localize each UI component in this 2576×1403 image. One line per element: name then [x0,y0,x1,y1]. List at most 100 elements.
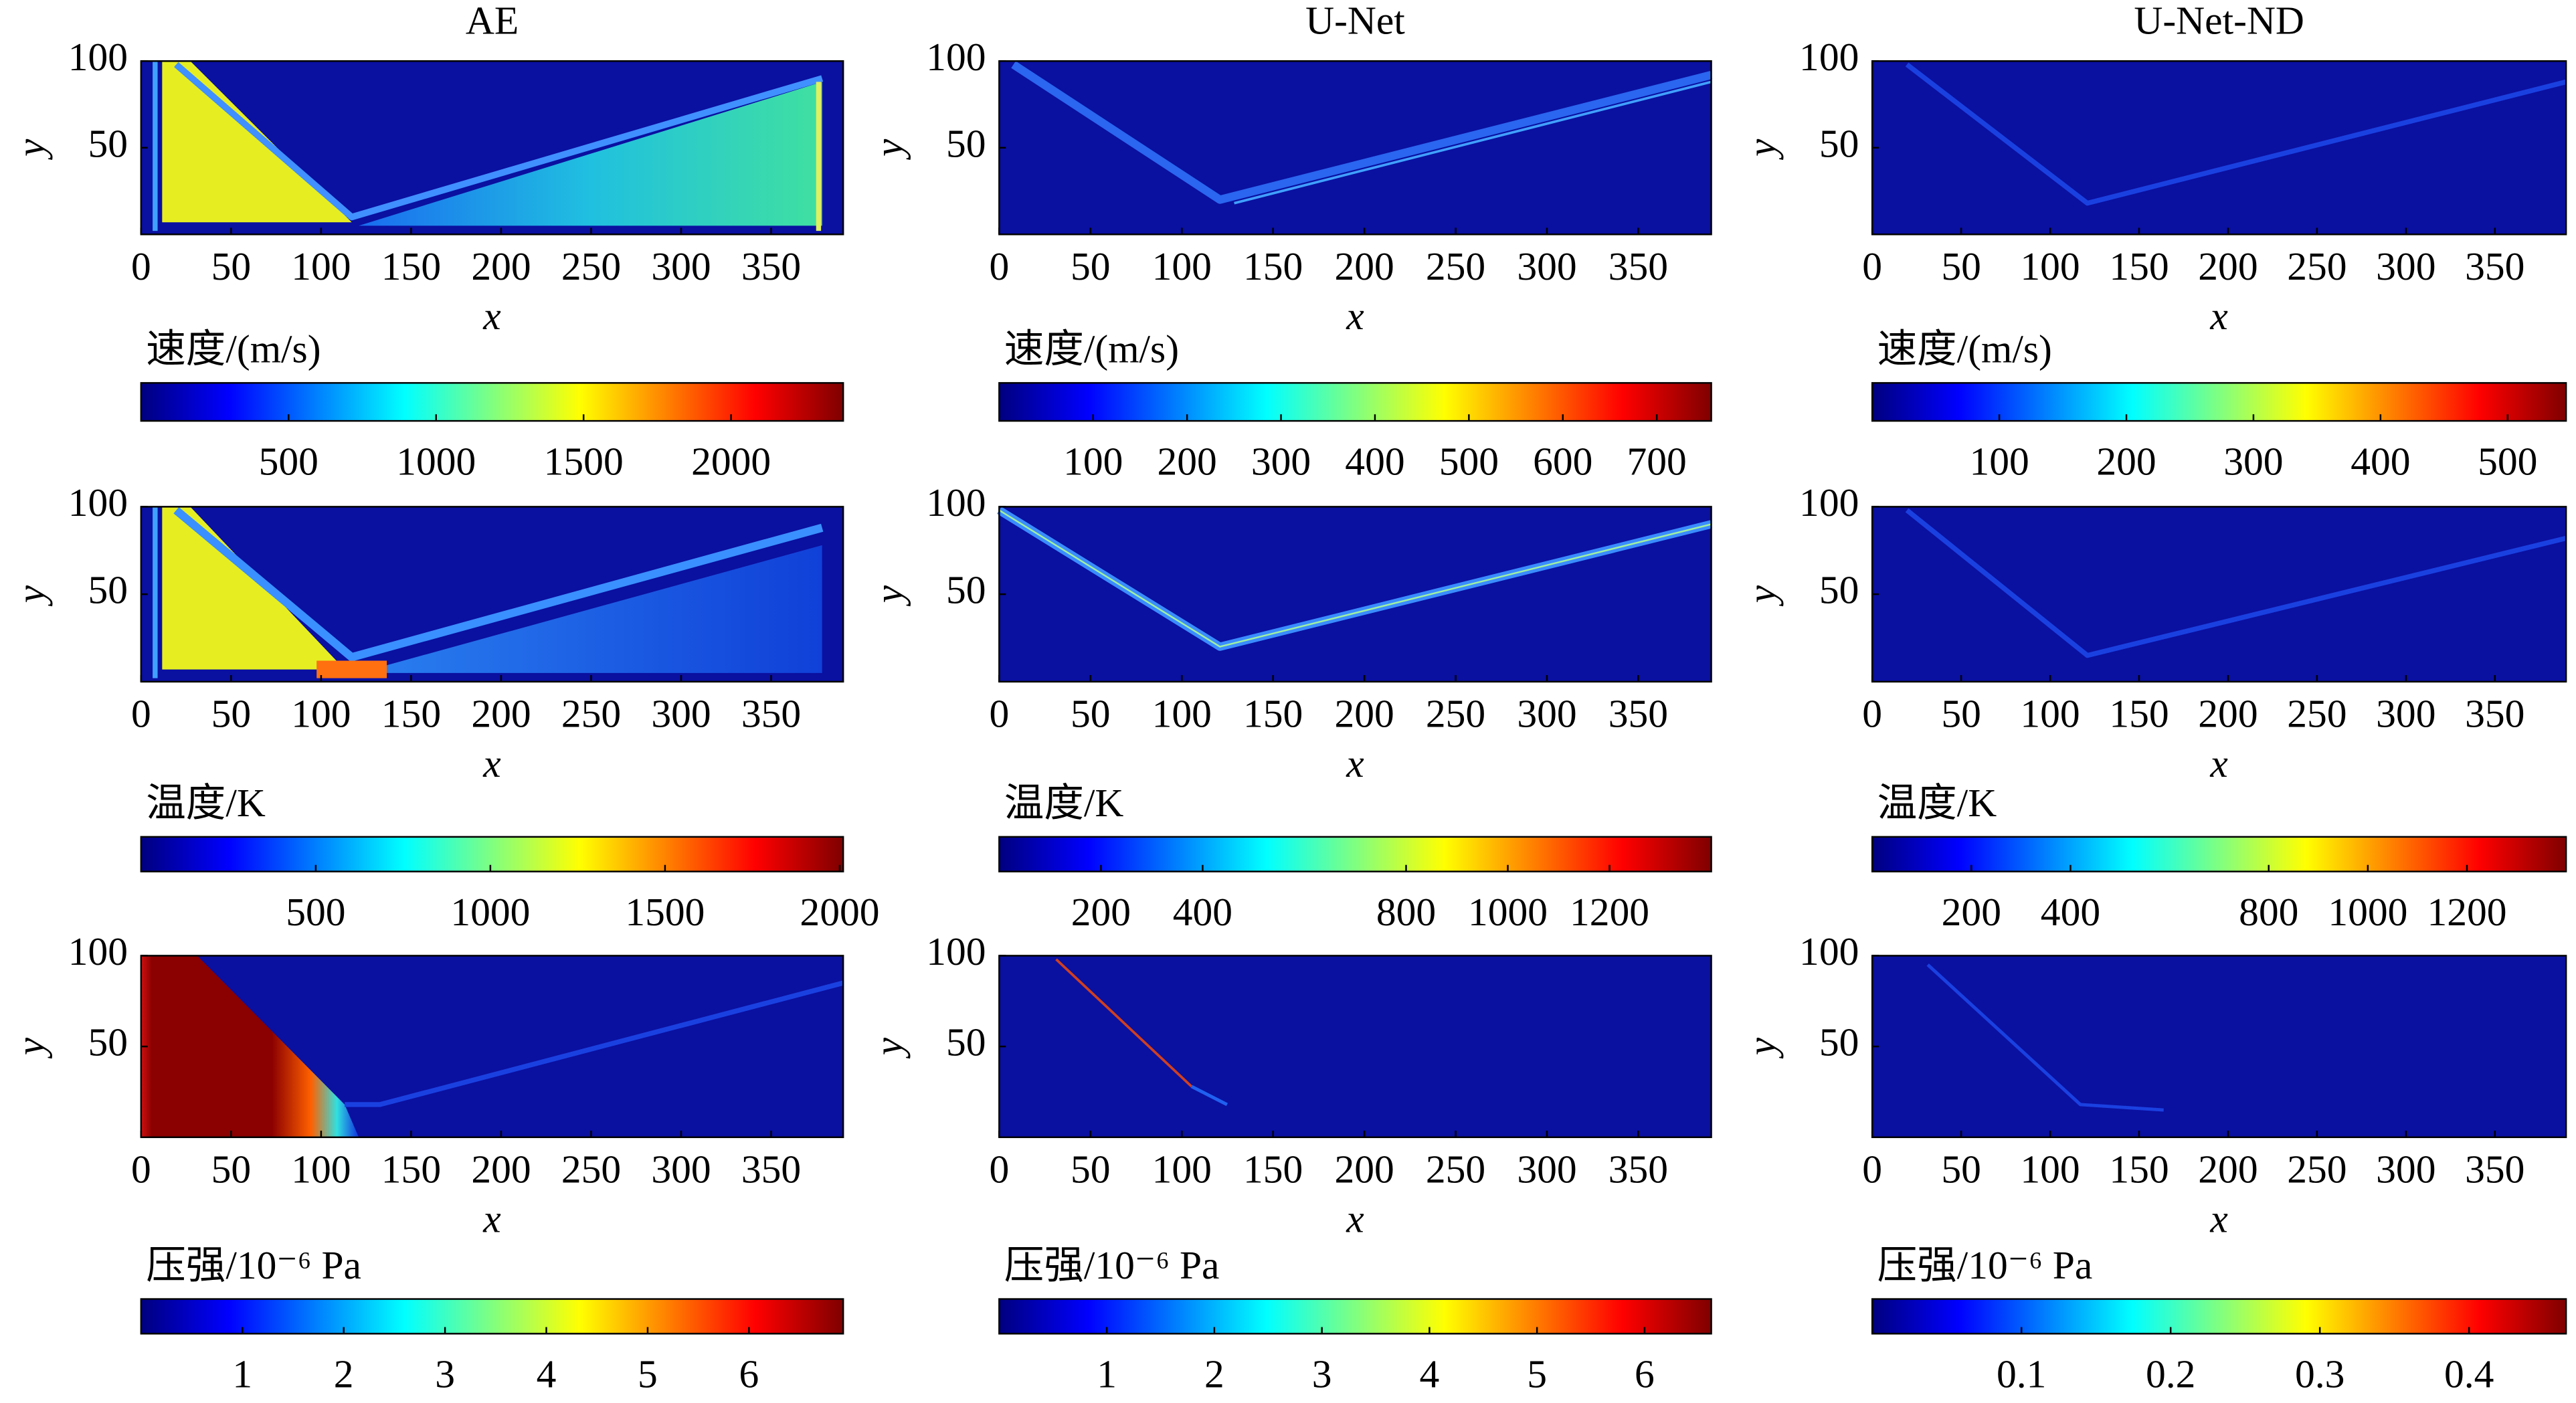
colorbar-tick-label: 1000 [450,890,530,934]
x-axis-label: x [1346,741,1364,785]
x-tick-label: 0 [1862,692,1882,736]
field-feature [1905,508,2567,658]
x-tick-label: 50 [1071,1147,1111,1192]
x-tick-label: 250 [561,1147,621,1192]
x-tick-label: 200 [1334,692,1394,736]
colorbar [998,382,1712,422]
x-tick-label: 250 [2287,692,2347,736]
colorbar-tick-label: 600 [1533,439,1592,483]
colorbar [1871,836,2567,872]
colorbar-tick-label: 200 [1942,890,2001,934]
y-axis-label: y [866,138,911,160]
x-axis-label: x [482,1197,500,1241]
panel: U-Net-ND 0 50 100 150 200 250 300 350 50 100 x y 速度/(… [1740,0,2567,483]
colorbar-tick-label: 100 [1969,439,2029,483]
colorbar-tick-label: 1500 [625,890,705,934]
x-axis-label: x [482,294,500,338]
x-axis-label: x [1346,1197,1364,1241]
x-tick-label: 200 [471,244,531,288]
x-tick-label: 50 [1941,244,1981,288]
colorbar [140,836,844,872]
colorbar-label: 温度/K [146,781,266,825]
x-tick-label: 0 [131,1147,151,1192]
y-axis-label: y [1740,585,1784,606]
colorbar-tick-label: 6 [739,1352,759,1396]
panel-title: U-Net-ND [2134,0,2304,43]
x-tick-label: 250 [1426,692,1485,736]
x-axis-label: x [2209,294,2227,338]
x-tick-label: 200 [2198,1147,2258,1192]
colorbar-tick-label: 200 [1071,890,1131,934]
colorbar-tick-label: 700 [1627,439,1686,483]
colorbar-tick-label: 0.3 [2295,1352,2344,1396]
x-tick-label: 200 [471,1147,531,1192]
heatmap [999,955,1712,1137]
x-tick-label: 350 [1608,1147,1668,1192]
colorbar-tick-label: 100 [1063,439,1123,483]
x-tick-label: 0 [989,1147,1009,1192]
heatmap [999,61,1712,235]
colorbar-label: 温度/K [1004,781,1124,825]
x-tick-label: 50 [1941,692,1981,736]
field-region [359,545,822,673]
x-tick-label: 350 [741,692,801,736]
heatmap [1872,506,2567,682]
field-feature [1905,62,2567,206]
x-tick-label: 0 [1862,244,1882,288]
x-tick-label: 100 [2020,692,2080,736]
heatmap [999,506,1712,682]
colorbar-tick-label: 500 [259,439,318,483]
x-tick-label: 150 [381,244,441,288]
y-tick-label: 50 [946,122,986,166]
panel: U-Net 0 50 100 150 200 250 300 350 50 100 x y 速度/(m/s… [866,0,1713,483]
colorbar-tick-label: 1000 [1468,890,1548,934]
colorbar-label: 压强/10⁻⁶ Pa [146,1243,361,1287]
y-tick-label: 100 [68,480,128,525]
y-tick-label: 100 [926,929,986,973]
y-tick-label: 100 [68,35,128,79]
colorbar-tick-label: 800 [1376,890,1436,934]
x-tick-label: 150 [1243,244,1303,288]
x-tick-label: 150 [2109,244,2169,288]
x-tick-label: 300 [2376,692,2435,736]
colorbar-tick-label: 6 [1635,1352,1655,1396]
x-tick-label: 300 [1517,692,1576,736]
y-axis-label: y [9,1037,53,1058]
y-tick-label: 50 [946,1020,986,1064]
y-tick-label: 50 [88,568,128,612]
colorbar-tick-label: 400 [2351,439,2410,483]
colorbar-label: 速度/(m/s) [1877,327,2052,371]
y-tick-label: 100 [1799,480,1859,525]
y-axis-label: y [1740,1037,1784,1058]
x-tick-label: 200 [1334,1147,1394,1192]
colorbar-tick-label: 200 [2096,439,2156,483]
x-tick-label: 0 [1862,1147,1882,1192]
field-feature [1234,80,1712,205]
colorbar-label: 压强/10⁻⁶ Pa [1877,1243,2093,1287]
colorbar-tick-label: 3 [1312,1352,1332,1396]
y-tick-label: 100 [926,35,986,79]
y-tick-label: 50 [88,122,128,166]
y-axis-label: y [866,1037,911,1058]
panel: 0 50 100 150 200 250 300 350 50 100 x y 温度/K 200 400 80… [866,480,1713,934]
x-tick-label: 250 [561,244,621,288]
x-tick-label: 100 [2020,244,2080,288]
field-feature [174,62,824,221]
field-region [359,82,822,226]
y-tick-label: 50 [88,1020,128,1064]
colorbar-tick-label: 800 [2239,890,2298,934]
panel: 0 50 100 150 200 250 300 350 50 100 x y 压强/10⁻⁶ Pa 1 2… [9,929,844,1396]
x-tick-label: 150 [1243,1147,1303,1192]
field-feature [998,509,1712,648]
y-tick-label: 100 [1799,35,1859,79]
x-tick-label: 100 [1152,1147,1212,1192]
colorbar [1871,382,2567,422]
colorbar-tick-label: 0.4 [2444,1352,2494,1396]
colorbar-tick-label: 500 [1439,439,1499,483]
colorbar-tick-label: 2000 [800,890,879,934]
colorbar-tick-label: 400 [1345,439,1404,483]
x-tick-label: 250 [2287,1147,2347,1192]
x-tick-label: 0 [989,244,1009,288]
